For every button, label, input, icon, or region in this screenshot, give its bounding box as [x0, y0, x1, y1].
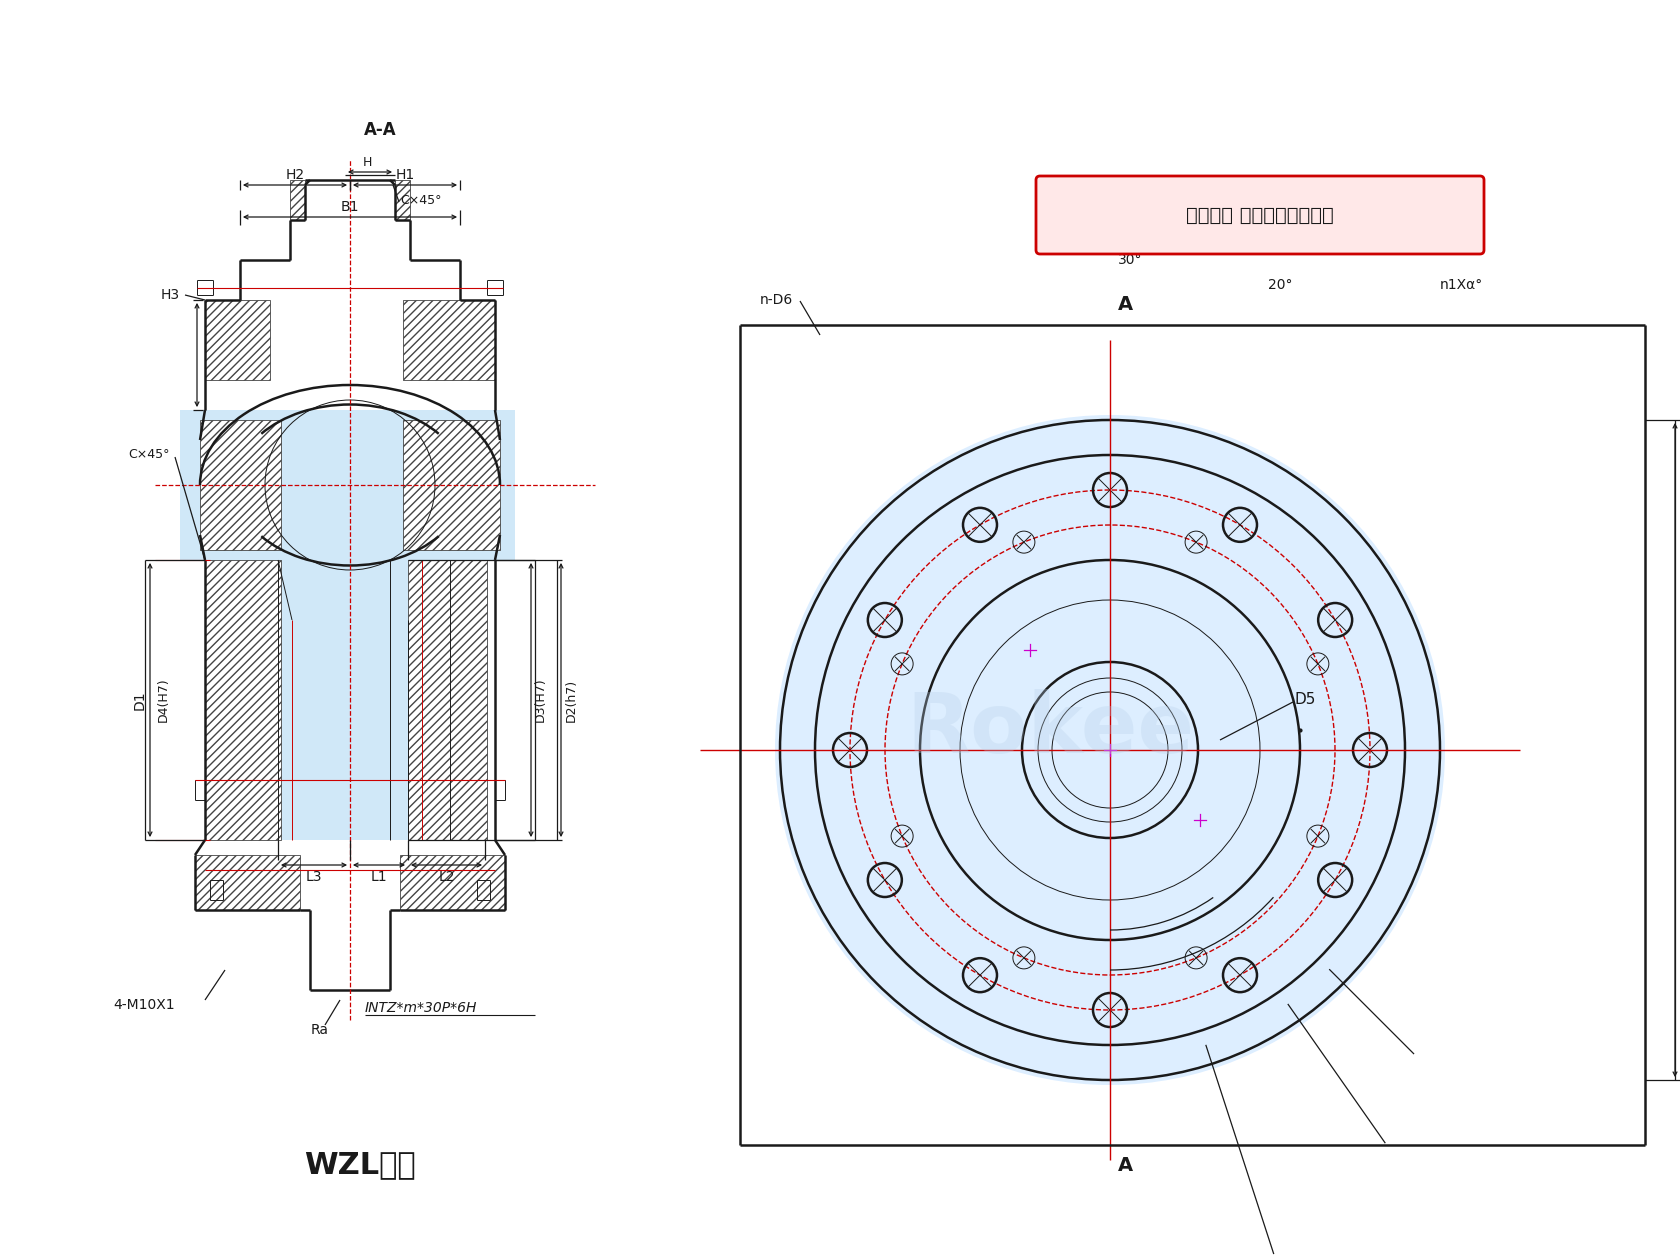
Text: B1: B1 — [341, 200, 360, 214]
Text: C×45°: C×45° — [128, 449, 170, 461]
Text: D5: D5 — [1295, 693, 1317, 708]
Text: L2: L2 — [438, 869, 455, 885]
Text: 20°: 20° — [1268, 278, 1292, 292]
Text: WZL系列: WZL系列 — [304, 1150, 417, 1179]
Text: D3(H7): D3(H7) — [534, 678, 546, 722]
Bar — [200, 420, 281, 551]
FancyBboxPatch shape — [1037, 176, 1483, 255]
Bar — [403, 420, 501, 551]
Text: H3: H3 — [161, 289, 180, 302]
Text: INTZ*m*30P*6H: INTZ*m*30P*6H — [365, 1000, 477, 1016]
Bar — [205, 559, 281, 840]
Text: Ra: Ra — [311, 1023, 329, 1037]
Text: A: A — [1117, 1155, 1132, 1176]
Bar — [400, 856, 506, 910]
Bar — [205, 300, 270, 381]
Text: D4(H7): D4(H7) — [156, 678, 170, 722]
Text: H: H — [363, 156, 373, 170]
Text: H2: H2 — [286, 168, 304, 181]
Bar — [408, 559, 487, 840]
Bar — [205, 559, 487, 840]
Bar — [195, 856, 301, 910]
Text: D1: D1 — [133, 690, 148, 709]
Text: C×45°: C×45° — [400, 194, 442, 207]
Text: D2(h7): D2(h7) — [564, 678, 578, 722]
Text: 4-M10X1: 4-M10X1 — [113, 998, 175, 1012]
Bar — [180, 410, 516, 559]
Text: H1: H1 — [395, 168, 415, 181]
Text: 30°: 30° — [1117, 253, 1142, 267]
Text: n-D6: n-D6 — [759, 294, 793, 307]
Circle shape — [774, 415, 1445, 1085]
Text: A: A — [1117, 295, 1132, 314]
Text: Rokee: Rokee — [906, 689, 1194, 771]
Text: L1: L1 — [371, 869, 388, 885]
Bar — [403, 300, 496, 381]
Text: 版权所有 侵权必被严厉追究: 版权所有 侵权必被严厉追究 — [1186, 205, 1334, 224]
Text: L3: L3 — [306, 869, 323, 885]
Text: n1Xα°: n1Xα° — [1440, 278, 1483, 292]
Bar — [291, 180, 306, 220]
Text: A-A: A-A — [363, 121, 396, 139]
Bar — [395, 180, 410, 220]
